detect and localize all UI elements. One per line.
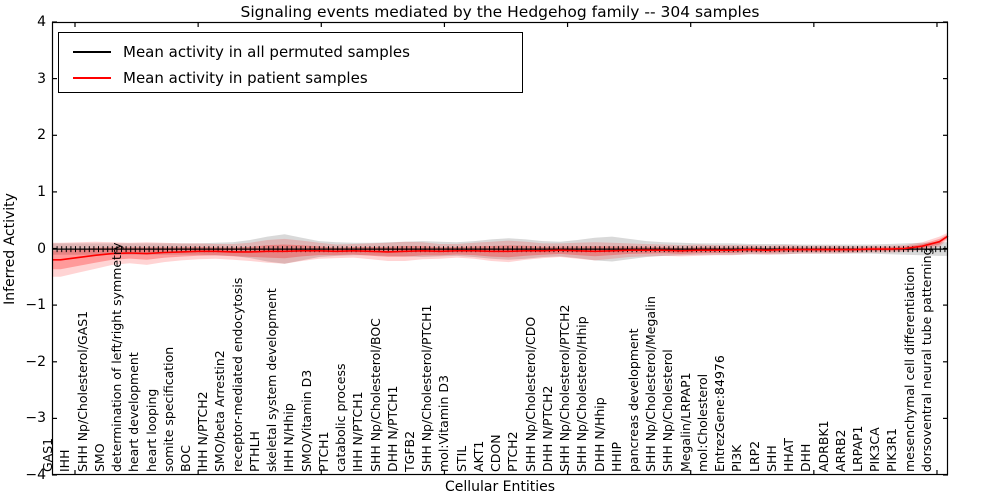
x-category-label: SHH Np/Cholesterol/Megalin — [643, 296, 659, 472]
x-category-label: heart looping — [143, 388, 159, 472]
chart-title: Signaling events mediated by the Hedgeho… — [240, 3, 760, 21]
x-category-label: PIK3CA — [867, 427, 883, 472]
x-category-label: TGFB2 — [401, 430, 417, 472]
legend-label-patient: Mean activity in patient samples — [123, 69, 368, 87]
x-category-label: heart development — [126, 352, 142, 472]
x-category-label: SMO/beta Arrestin2 — [212, 350, 228, 472]
x-category-label: DHH N/PTCH2 — [539, 385, 555, 472]
permuted-line-swatch — [73, 51, 111, 53]
x-category-label: IHH N/PTCH2 — [195, 391, 211, 472]
x-category-label: IHH N/Hhip — [281, 403, 297, 472]
y-tick-label: 2 — [37, 127, 46, 144]
x-category-label: ADRBK1 — [815, 420, 831, 472]
patient-line-swatch — [73, 77, 111, 79]
x-category-label: IHH N/PTCH1 — [350, 391, 366, 472]
x-axis-label: Cellular Entities — [444, 479, 556, 495]
legend-label-permuted: Mean activity in all permuted samples — [123, 43, 410, 61]
x-category-label: STIL — [453, 445, 469, 472]
x-category-label: SHH Np/Cholesterol/CDO — [522, 316, 538, 472]
x-category-label: LRPAP1 — [849, 425, 865, 472]
x-category-label: somite specification — [160, 346, 176, 472]
x-category-label: DHH N/Hhip — [591, 397, 607, 472]
x-category-label: DHH — [798, 443, 814, 472]
x-category-label: HHAT — [781, 437, 797, 472]
legend-item-patient: Mean activity in patient samples — [59, 67, 368, 89]
x-category-label: SMO — [91, 443, 107, 472]
x-category-label: AKT1 — [470, 440, 486, 472]
legend-item-permuted: Mean activity in all permuted samples — [59, 41, 410, 63]
y-tick-label: 1 — [37, 183, 46, 200]
y-tick-label: 4 — [37, 14, 46, 30]
x-category-label: SMO/Vitamin D3 — [298, 369, 314, 472]
x-category-label: PIK3R1 — [884, 427, 900, 472]
x-category-label: dorsoventral neural tube patterning — [918, 247, 934, 473]
x-category-label: BOC — [177, 445, 193, 472]
x-category-label: HHIP — [608, 441, 624, 472]
x-category-label: Megalin/LRPAP1 — [677, 372, 693, 472]
x-category-label: ARRB2 — [832, 429, 848, 472]
x-category-label: pancreas development — [625, 328, 641, 472]
y-tick-label: 3 — [37, 70, 46, 87]
patient-mean-line — [52, 235, 949, 261]
x-category-label: GAS1 — [40, 437, 56, 472]
x-category-label: mesenchymal cell differentiation — [901, 266, 917, 472]
x-category-label: mol:Cholesterol — [694, 373, 710, 472]
x-category-label: PTCH2 — [505, 431, 521, 472]
x-category-label: catabolic process — [333, 363, 349, 472]
y-tick-label: 0 — [37, 240, 46, 257]
x-category-label: PTCH1 — [315, 431, 331, 472]
x-category-label: PI3K — [729, 444, 745, 472]
x-category-label: CDON — [488, 434, 504, 472]
x-category-label: SHH Np/Cholesterol/GAS1 — [74, 310, 90, 472]
x-category-label: IHH — [57, 449, 73, 473]
y-tick-label: −1 — [25, 297, 46, 314]
x-category-label: skeletal system development — [264, 288, 280, 472]
x-category-label: SHH Np/Cholesterol/Hhip — [574, 316, 590, 472]
x-category-label: SHH Np/Cholesterol/BOC — [367, 318, 383, 472]
y-tick-label: −4 — [25, 467, 46, 483]
x-category-label: DHH N/PTCH1 — [384, 385, 400, 472]
x-category-label: PTHLH — [246, 431, 262, 472]
x-category-label: mol:Vitamin D3 — [436, 375, 452, 472]
x-category-label: SHH Np/Cholesterol/PTCH1 — [419, 304, 435, 473]
y-tick-label: −3 — [25, 410, 46, 427]
x-category-label: EntrezGene:84976 — [712, 355, 728, 472]
x-category-label: receptor-mediated endocytosis — [229, 277, 245, 472]
x-category-label: SHH — [763, 445, 779, 472]
x-category-label: SHH Np/Cholesterol/PTCH2 — [557, 304, 573, 473]
y-tick-label: −2 — [25, 353, 46, 370]
x-category-label: determination of left/right symmetry — [109, 242, 125, 473]
x-category-label: SHH Np/Cholesterol — [660, 349, 676, 472]
legend: Mean activity in all permuted samples Me… — [58, 32, 523, 93]
patient-band-outer — [52, 232, 948, 277]
x-category-label: LRP2 — [746, 440, 762, 472]
